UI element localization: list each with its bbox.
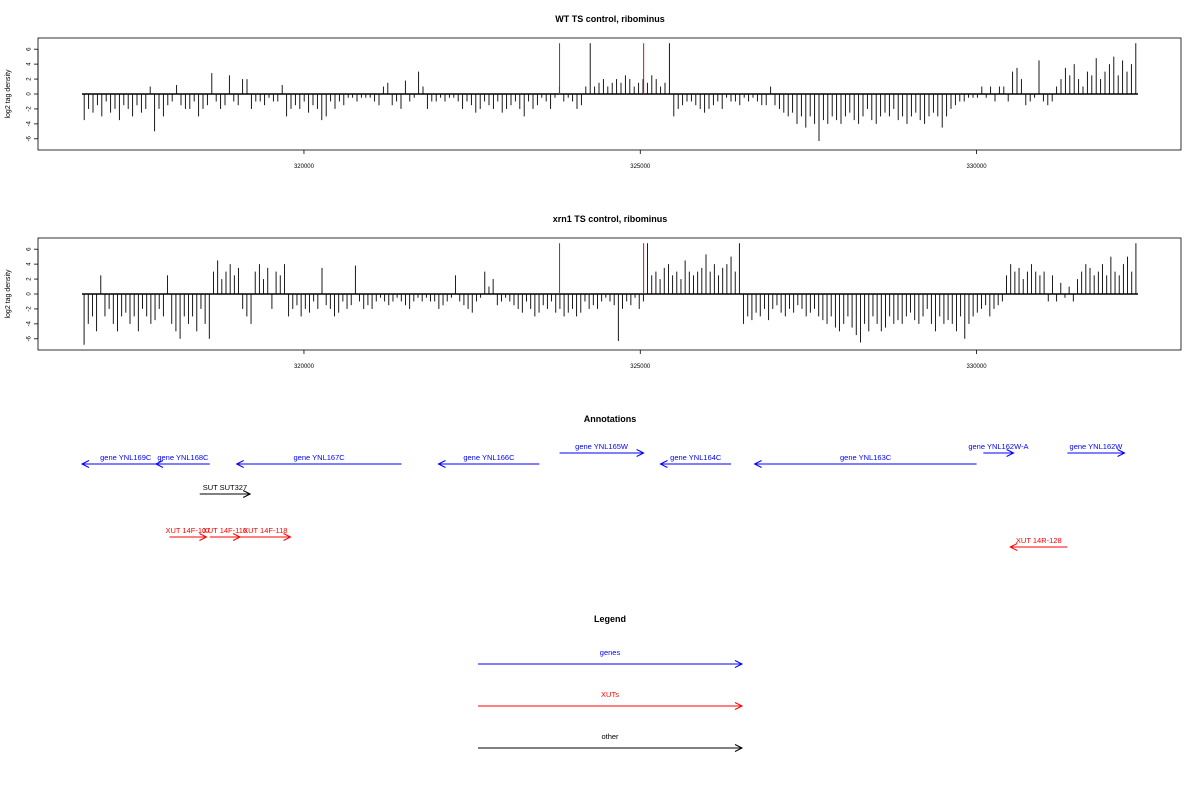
x-tick-label: 330000 — [967, 364, 988, 370]
gene-arrow — [983, 449, 1015, 457]
gene-label: gene YNL165W — [575, 442, 629, 451]
gene-arrow — [659, 460, 732, 468]
gene-label: gene YNL169C — [100, 453, 152, 462]
gene-arrow — [559, 449, 645, 457]
gene-arrow-head — [235, 460, 244, 468]
gene-arrow-head — [753, 460, 762, 468]
xut-arrow-head — [199, 533, 208, 541]
xut-arrow-head — [1009, 543, 1018, 551]
legend-label: XUTs — [601, 690, 619, 699]
y-tick-label: -2 — [27, 306, 33, 312]
legend-label: other — [601, 732, 619, 741]
gene-arrow-head — [154, 460, 164, 468]
xrn1-x-axis: 320000 325000 330000 — [294, 350, 987, 370]
xrn1-chart-title: xrn1 TS control, ribominus — [553, 214, 668, 224]
xut-arrow-head — [283, 533, 292, 541]
gene-arrow-head — [1117, 449, 1126, 457]
gene-label: gene YNL167C — [294, 453, 346, 462]
legend: Legend genes XUTs other — [478, 614, 744, 752]
gene-label: gene YNL166C — [463, 453, 515, 462]
other-label: SUT SUT327 — [203, 483, 247, 492]
y-tick-label: 6 — [27, 47, 33, 51]
xrn1-y-axis-label: log2 tag density — [5, 269, 12, 319]
y-tick-label: -6 — [27, 335, 33, 341]
x-tick-label: 330000 — [967, 164, 988, 170]
x-tick-label: 325000 — [630, 364, 651, 370]
wt-bars — [82, 43, 1138, 142]
y-tick-label: 0 — [27, 292, 33, 296]
other-arrow-head — [242, 490, 252, 498]
xut-label: XUT 14R-128 — [1016, 536, 1062, 545]
legend-label: genes — [600, 648, 621, 657]
xut-label: XUT 14F-118 — [243, 526, 287, 535]
x-tick-label: 325000 — [630, 164, 651, 170]
xrn1-density-panel: xrn1 TS control, ribominus log2 tag dens… — [5, 214, 1182, 370]
wt-x-axis: 320000 325000 330000 — [294, 150, 987, 170]
gene-label: gene YNL164C — [670, 453, 722, 462]
gene-arrow — [753, 460, 977, 468]
y-tick-label: 4 — [27, 62, 33, 66]
annotations-title: Annotations — [584, 414, 637, 424]
y-tick-label: -4 — [27, 121, 33, 127]
wt-highlight-marks — [559, 43, 645, 94]
legend-title: Legend — [594, 614, 626, 624]
y-tick-label: 2 — [27, 277, 33, 281]
legend-arrow-head — [734, 660, 744, 668]
gene-arrow — [235, 460, 402, 468]
gene-arrow-head — [80, 460, 90, 468]
gene-label: gene YNL162W — [1070, 442, 1124, 451]
gene-label: gene YNL163C — [840, 453, 892, 462]
gene-features: gene YNL169C gene YNL168C gene YNL167C gene… — [80, 442, 1126, 468]
y-tick-label: -4 — [27, 321, 33, 327]
xrn1-bars — [82, 243, 1138, 345]
gene-arrow-head — [659, 460, 668, 468]
gene-arrow-head — [636, 449, 645, 457]
xut-label: XUT 14F-116 — [203, 526, 247, 535]
legend-arrow — [478, 702, 744, 710]
xut-label: XUT 14F-107 — [165, 526, 210, 535]
xut-arrow — [169, 533, 208, 541]
wt-chart-title: WT TS control, ribominus — [555, 14, 665, 24]
gene-arrow — [154, 460, 210, 468]
y-tick-label: -6 — [27, 135, 33, 141]
annotations-track: Annotations gene YNL169C gene YNL168C gene… — [80, 414, 1126, 551]
xrn1-y-axis: 6 4 2 0 -2 -4 -6 — [27, 247, 39, 341]
gene-label: gene YNL162W-A — [968, 442, 1028, 451]
other-features: SUT SUT327 — [199, 483, 252, 498]
legend-arrow — [478, 744, 744, 752]
wt-y-axis: 6 4 2 0 -2 -4 -6 — [27, 47, 39, 141]
legend-arrow — [478, 660, 744, 668]
gene-arrow-head — [1006, 449, 1015, 457]
y-tick-label: 2 — [27, 77, 33, 81]
gene-arrow — [80, 460, 170, 468]
gene-label: gene YNL168C — [157, 453, 209, 462]
xut-arrow — [240, 533, 292, 541]
xrn1-highlight-marks — [559, 243, 645, 294]
gene-arrow — [1067, 449, 1126, 457]
wt-density-panel: WT TS control, ribominus log2 tag densit… — [5, 14, 1182, 170]
legend-items: genes XUTs other — [478, 648, 744, 752]
y-tick-label: 4 — [27, 262, 33, 266]
y-tick-label: -2 — [27, 106, 33, 112]
other-arrow — [199, 490, 252, 498]
legend-arrow-head — [734, 702, 744, 710]
y-tick-label: 6 — [27, 247, 33, 251]
gene-arrow-head — [437, 460, 446, 468]
xut-arrow — [1009, 543, 1068, 551]
x-tick-label: 320000 — [294, 364, 315, 370]
x-tick-label: 320000 — [294, 164, 315, 170]
y-tick-label: 0 — [27, 92, 33, 96]
gene-arrow — [437, 460, 540, 468]
legend-arrow-head — [734, 744, 744, 752]
wt-y-axis-label: log2 tag density — [5, 69, 12, 119]
